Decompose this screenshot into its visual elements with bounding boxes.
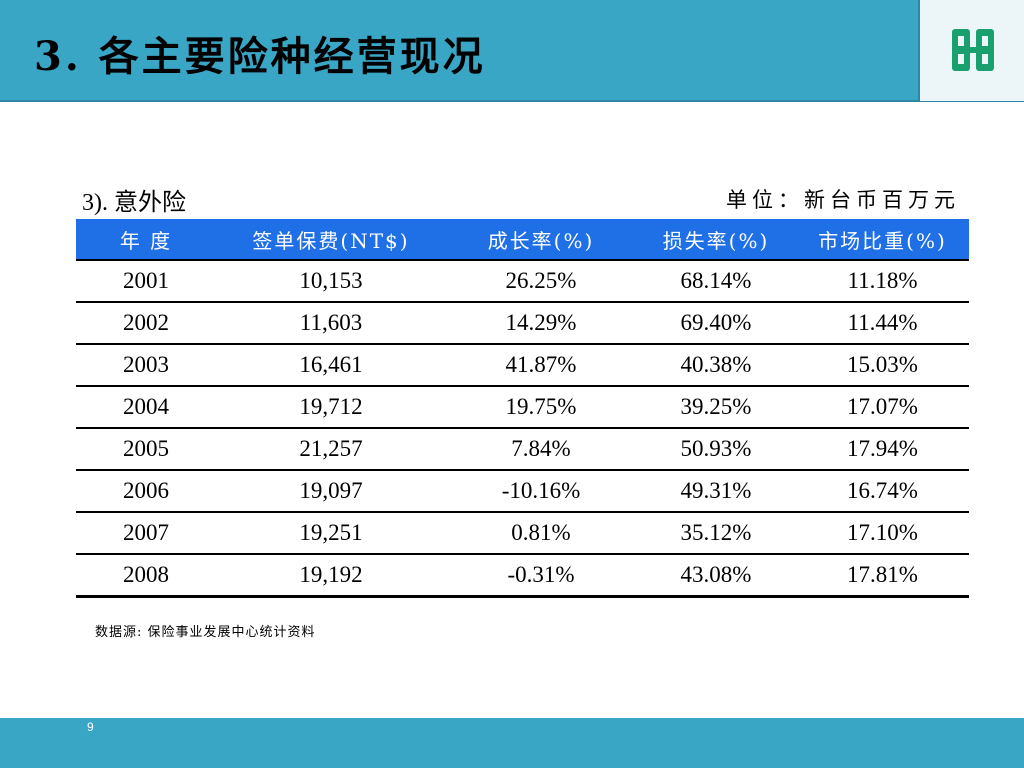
- cell-loss: 43.08%: [636, 554, 796, 598]
- fubon-logo-icon: [952, 29, 994, 71]
- cell-loss: 49.31%: [636, 470, 796, 513]
- cell-share: 17.10%: [796, 512, 969, 555]
- cell-loss: 40.38%: [636, 344, 796, 387]
- unit-label: 单位：新台币百万元: [726, 188, 960, 212]
- cell-premium: 19,712: [216, 386, 446, 429]
- cell-share: 15.03%: [796, 344, 969, 387]
- table-row: 2004 19,712 19.75% 39.25% 17.07%: [76, 386, 969, 429]
- table-row: 2002 11,603 14.29% 69.40% 11.44%: [76, 302, 969, 345]
- table-row: 2001 10,153 26.25% 68.14% 11.18%: [76, 260, 969, 303]
- footer-bar: [0, 718, 1024, 768]
- header-divider: [0, 100, 1024, 102]
- cell-loss: 68.14%: [636, 260, 796, 303]
- column-header-growth: 成长率(%): [446, 219, 636, 261]
- cell-loss: 50.93%: [636, 428, 796, 471]
- cell-year: 2003: [76, 344, 216, 387]
- cell-premium: 19,192: [216, 554, 446, 598]
- cell-premium: 16,461: [216, 344, 446, 387]
- column-header-share: 市场比重(%): [796, 219, 969, 261]
- cell-growth: -10.16%: [446, 470, 636, 513]
- table-row: 2008 19,192 -0.31% 43.08% 17.81%: [76, 554, 969, 598]
- table-row: 2003 16,461 41.87% 40.38% 15.03%: [76, 344, 969, 387]
- cell-share: 17.07%: [796, 386, 969, 429]
- cell-growth: 19.75%: [446, 386, 636, 429]
- cell-year: 2002: [76, 302, 216, 345]
- column-header-loss: 损失率(%): [636, 219, 796, 261]
- table-row: 2006 19,097 -10.16% 49.31% 16.74%: [76, 470, 969, 513]
- cell-share: 11.44%: [796, 302, 969, 345]
- cell-loss: 35.12%: [636, 512, 796, 555]
- accident-insurance-table: 年 度 签单保费(NT$) 成长率(%) 损失率(%) 市场比重(%) 2001…: [76, 219, 969, 598]
- cell-share: 17.94%: [796, 428, 969, 471]
- cell-year: 2007: [76, 512, 216, 555]
- cell-growth: 41.87%: [446, 344, 636, 387]
- header-bar: 3. 各主要险种经营现况: [0, 0, 1024, 101]
- cell-loss: 69.40%: [636, 302, 796, 345]
- cell-share: 16.74%: [796, 470, 969, 513]
- cell-growth: 7.84%: [446, 428, 636, 471]
- cell-growth: 26.25%: [446, 260, 636, 303]
- cell-premium: 21,257: [216, 428, 446, 471]
- page-number: 9: [87, 720, 94, 734]
- table-row: 2007 19,251 0.81% 35.12% 17.10%: [76, 512, 969, 555]
- column-header-year: 年 度: [76, 219, 216, 261]
- cell-growth: -0.31%: [446, 554, 636, 598]
- section-label: 3). 意外险: [82, 190, 186, 216]
- column-header-premium: 签单保费(NT$): [216, 219, 446, 261]
- cell-premium: 19,097: [216, 470, 446, 513]
- cell-year: 2005: [76, 428, 216, 471]
- logo-box: [918, 0, 1024, 101]
- table-row: 2005 21,257 7.84% 50.93% 17.94%: [76, 428, 969, 471]
- page-title: 3. 各主要险种经营现况: [34, 33, 486, 80]
- cell-loss: 39.25%: [636, 386, 796, 429]
- data-source-note: 数据源: 保险事业发展中心统计资料: [95, 625, 316, 640]
- table-header-row: 年 度 签单保费(NT$) 成长率(%) 损失率(%) 市场比重(%): [76, 219, 969, 261]
- cell-growth: 0.81%: [446, 512, 636, 555]
- cell-year: 2001: [76, 260, 216, 303]
- cell-premium: 10,153: [216, 260, 446, 303]
- cell-year: 2004: [76, 386, 216, 429]
- cell-growth: 14.29%: [446, 302, 636, 345]
- cell-share: 11.18%: [796, 260, 969, 303]
- cell-year: 2008: [76, 554, 216, 598]
- cell-premium: 19,251: [216, 512, 446, 555]
- cell-premium: 11,603: [216, 302, 446, 345]
- cell-share: 17.81%: [796, 554, 969, 598]
- cell-year: 2006: [76, 470, 216, 513]
